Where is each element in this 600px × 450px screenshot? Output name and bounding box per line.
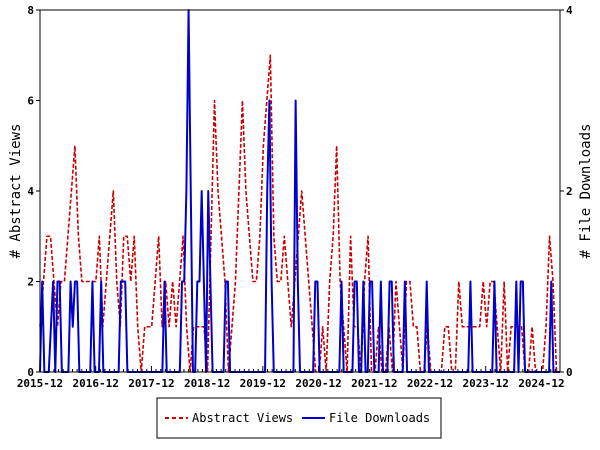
left-axis-tick-label: 4	[27, 185, 34, 198]
chart-series	[39, 9, 560, 373]
left-axis-title: # Abstract Views	[8, 124, 24, 259]
left-axis-tick-label: 2	[27, 276, 34, 289]
legend: Abstract Views File Downloads	[156, 397, 442, 439]
x-axis-tick-label: 2023-12	[463, 377, 509, 390]
x-axis-tick-label: 2020-12	[295, 377, 341, 390]
chart-tick-labels: 0 2 4 6 8 0 2 4 2015-12 2016-12 2017-12 2018-12 2019…	[17, 4, 573, 390]
x-axis-tick-label: 2019-12	[240, 377, 286, 390]
x-axis-tick-label: 2022-12	[407, 377, 453, 390]
left-axis-tick-label: 6	[27, 95, 34, 108]
right-axis-title: # File Downloads	[578, 124, 594, 259]
x-axis-tick-label: 2018-12	[184, 377, 230, 390]
x-axis-tick-label: 2016-12	[73, 377, 119, 390]
right-axis-tick-label: 0	[566, 366, 573, 379]
plot-frame	[39, 9, 561, 373]
x-axis-tick-label: 2021-12	[351, 377, 397, 390]
x-axis-tick-label: 2017-12	[128, 377, 174, 390]
legend-label-file-downloads: File Downloads	[329, 411, 430, 425]
legend-label-abstract-views: Abstract Views	[192, 411, 293, 425]
series-line-file-downloads	[39, 9, 560, 373]
legend-box	[156, 397, 442, 439]
chart-ticks	[36, 9, 564, 373]
left-axis-tick-label: 0	[27, 366, 34, 379]
series-line-abstract-views	[39, 54, 560, 373]
right-axis-tick-label: 4	[566, 4, 573, 17]
right-axis-tick-label: 2	[566, 185, 573, 198]
x-axis-tick-label: 2024-12	[518, 377, 564, 390]
left-axis-tick-label: 8	[27, 4, 34, 17]
x-axis-tick-label: 2015-12	[17, 377, 63, 390]
